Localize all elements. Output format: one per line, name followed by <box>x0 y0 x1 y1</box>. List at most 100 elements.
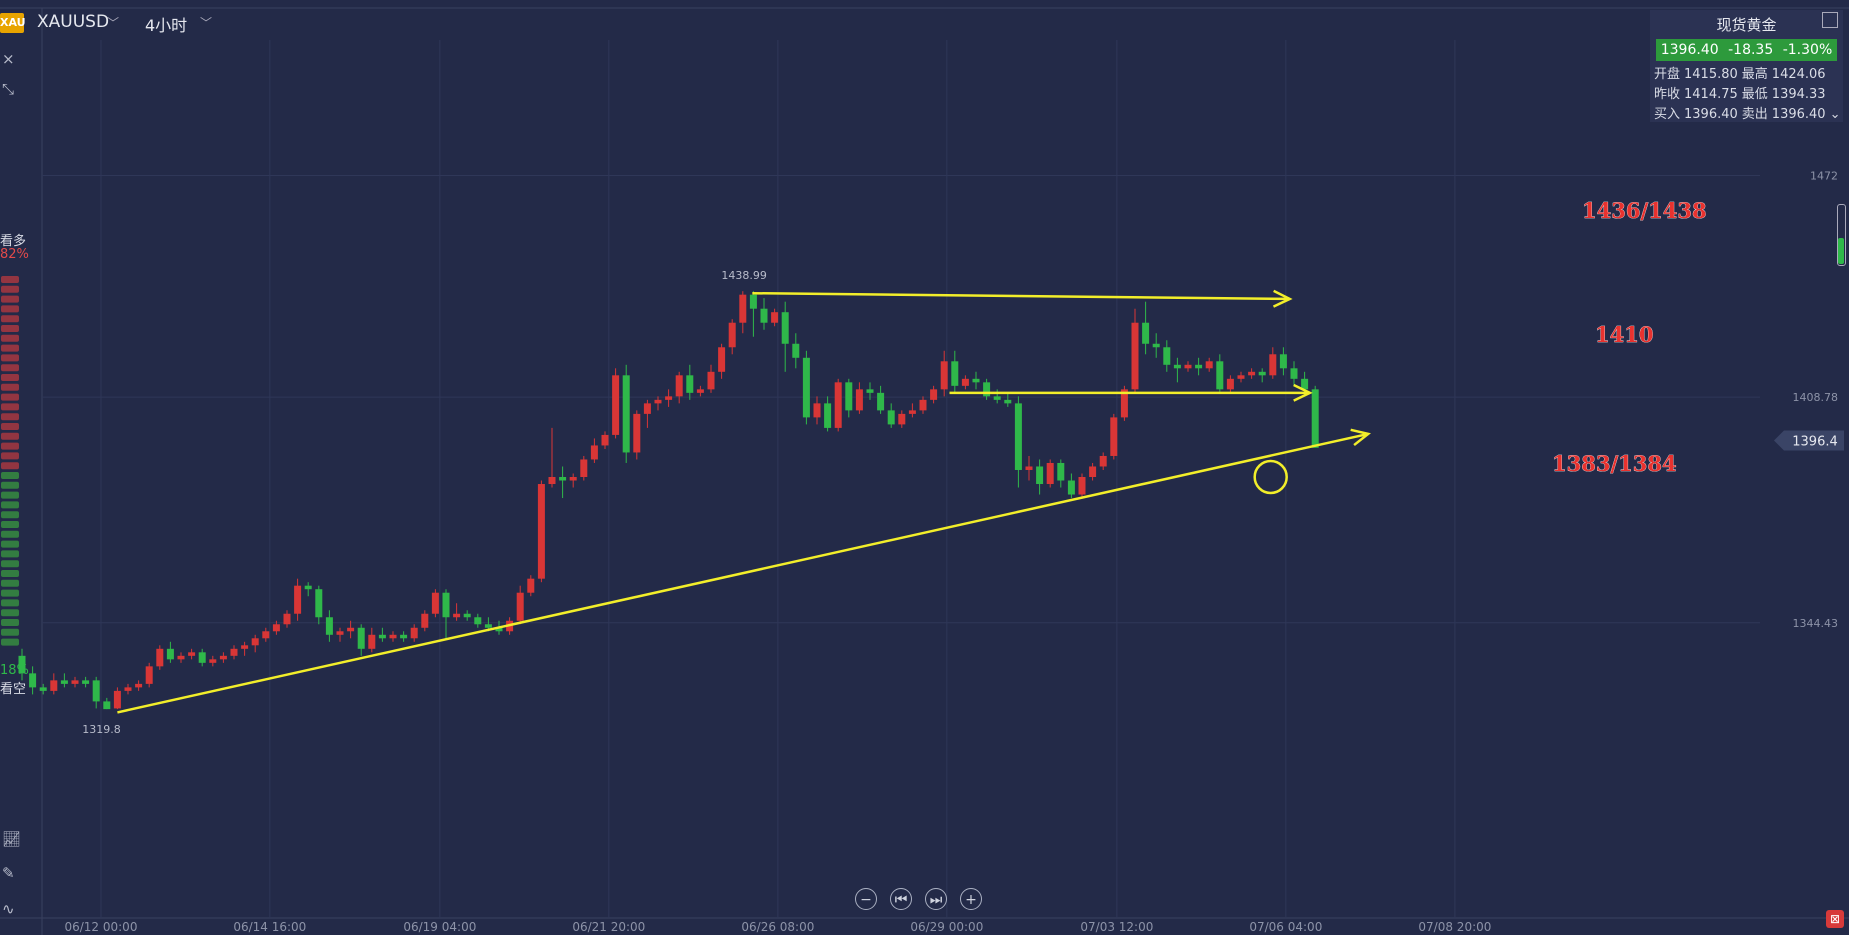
candle-body <box>325 617 333 635</box>
support-label: 1383/1384 <box>1552 451 1677 476</box>
candle-body <box>113 690 121 709</box>
wave-icon[interactable]: ∿ <box>2 900 15 918</box>
candle-body <box>1057 462 1065 481</box>
chevron-down-icon[interactable]: ⌄ <box>1829 107 1841 122</box>
candle-body <box>29 673 37 688</box>
quote-row-prev: 昨收 1414.75 最低 1394.33 <box>1654 83 1830 102</box>
sentiment-segment <box>1 579 19 587</box>
candle-body <box>855 389 863 411</box>
candle-body <box>749 294 757 309</box>
scroll-start-button[interactable]: ⏮ <box>890 888 912 910</box>
low-price-label: 1319.8 <box>82 723 121 736</box>
candle-body <box>1014 403 1022 470</box>
current-price-tag <box>1774 430 1844 451</box>
candle-body <box>760 308 768 323</box>
candle-body <box>824 403 832 428</box>
sentiment-segment <box>1 628 19 636</box>
candle-body <box>1036 466 1044 485</box>
panel-toggle-icon[interactable] <box>1822 12 1838 28</box>
sentiment-segment <box>1 295 19 303</box>
x-tick-label: 06/26 08:00 <box>741 920 814 934</box>
sentiment-segment <box>1 442 19 450</box>
ask-label: 卖出 <box>1741 107 1768 122</box>
sentiment-segment <box>1 540 19 548</box>
candle-body <box>368 634 376 649</box>
sentiment-segment <box>1 501 19 509</box>
candle-body <box>453 613 461 618</box>
timeframe-selector[interactable]: 4小时 <box>145 16 188 35</box>
candle-body <box>643 403 651 414</box>
sentiment-segment <box>1 364 19 372</box>
sentiment-segment <box>1 638 19 646</box>
candle-body <box>1184 364 1192 369</box>
candle-body <box>1089 466 1097 477</box>
candle-body <box>463 613 471 618</box>
sentiment-long-pct: 82% <box>0 247 29 262</box>
candle-body <box>304 585 312 590</box>
candle-body <box>622 375 630 453</box>
zoom-out-button[interactable]: − <box>855 888 877 910</box>
zoom-slider-track[interactable] <box>1837 204 1846 266</box>
quote-change-pct: -1.30% <box>1782 42 1833 58</box>
sentiment-segment <box>1 344 19 352</box>
candle-body <box>675 375 683 397</box>
y-tick-label: 1344.43 <box>1793 617 1839 630</box>
candle-body <box>60 680 68 684</box>
sentiment-segment <box>1 315 19 323</box>
high-price-label: 1438.99 <box>721 269 767 282</box>
high-label: 最高 <box>1741 67 1768 82</box>
candle-body <box>474 617 482 625</box>
chevron-down-icon[interactable]: ﹀ <box>107 16 120 30</box>
candle-body <box>898 413 906 425</box>
collapse-icon[interactable]: ⤡ <box>2 80 15 98</box>
zoom-in-button[interactable]: + <box>960 888 982 910</box>
candle-body <box>569 477 577 481</box>
screenshot-icon[interactable]: ⊠ <box>1826 910 1844 928</box>
candle-body <box>39 687 47 691</box>
x-tick-label: 06/14 16:00 <box>233 920 306 934</box>
sentiment-segment <box>1 452 19 460</box>
indicator-icon[interactable]: 📈︎ <box>2 830 22 848</box>
x-tick-label: 06/21 20:00 <box>572 920 645 934</box>
sentiment-segment <box>1 432 19 440</box>
candle-body <box>580 459 588 477</box>
candle-body <box>1237 375 1245 379</box>
low-label: 最低 <box>1741 87 1768 102</box>
sentiment-segment <box>1 354 19 362</box>
candle-body <box>421 613 429 628</box>
quote-price: 1396.40 <box>1660 42 1719 58</box>
candle-body <box>993 396 1001 400</box>
candle-body <box>262 631 270 639</box>
symbol-badge: XAU <box>0 13 26 33</box>
candle-body <box>919 399 927 411</box>
candle-body <box>442 592 450 618</box>
sentiment-segment <box>1 325 19 332</box>
candle-body <box>272 624 280 632</box>
candle-body <box>156 648 164 667</box>
high-value: 1424.06 <box>1771 67 1826 82</box>
sentiment-segment <box>1 550 19 558</box>
symbol-selector[interactable]: XAUUSD <box>37 12 110 32</box>
sentiment-segment <box>1 383 19 391</box>
topbar: XAU XAUUSD ﹀ 4小时 ﹀ <box>0 0 1640 44</box>
support-circle <box>1253 459 1288 495</box>
sentiment-segment <box>1 285 19 293</box>
candle-body <box>739 294 747 323</box>
candle-body <box>283 613 291 625</box>
zoom-slider-fill[interactable] <box>1838 238 1844 264</box>
chevron-down-icon[interactable]: ﹀ <box>200 16 213 30</box>
sentiment-short-pct: 18% <box>0 663 29 678</box>
close-icon[interactable]: × <box>2 50 15 68</box>
draw-tool-icon[interactable]: ✎ <box>2 864 15 882</box>
candle-body <box>357 627 365 649</box>
x-tick-label: 07/08 20:00 <box>1418 920 1491 934</box>
quote-row-bid: 买入 1396.40 卖出 1396.40 ⌄ <box>1654 103 1844 122</box>
candle-body <box>845 382 853 411</box>
candle-body <box>771 312 779 323</box>
scroll-end-button[interactable]: ⏭ <box>925 888 947 910</box>
ask-value: 1396.40 <box>1771 107 1826 122</box>
candle-body <box>548 477 556 485</box>
candle-body <box>124 687 132 691</box>
candle-body <box>633 413 641 453</box>
